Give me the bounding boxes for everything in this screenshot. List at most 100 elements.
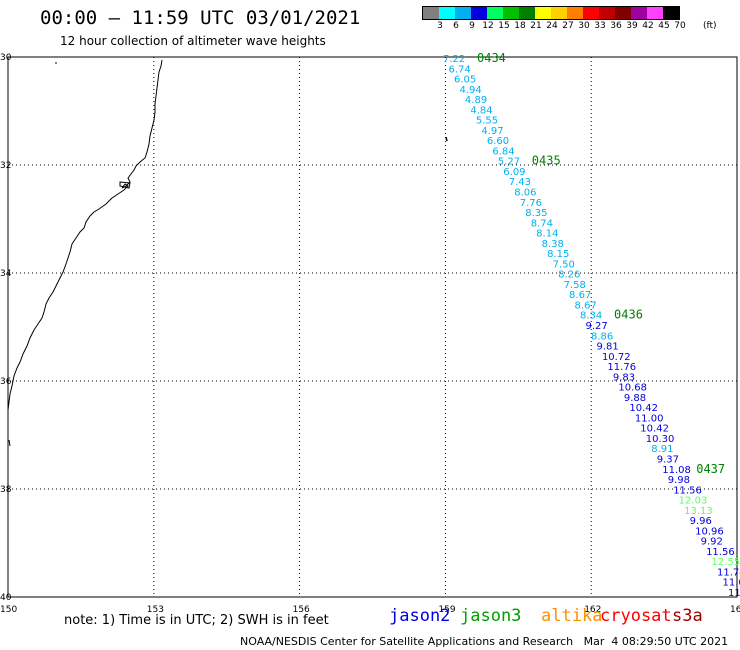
legend-unit: (ft) [703, 21, 717, 31]
wave-height-value: 4.94 [459, 85, 481, 96]
wave-height-value: 5.55 [476, 116, 498, 127]
latitude-label: 38 [0, 485, 12, 495]
island-dot-3 [8, 439, 11, 447]
latitude-label: 40 [0, 593, 12, 603]
longitude-label: 162 [584, 605, 601, 615]
wave-height-value: 10.30 [646, 434, 675, 445]
track-time-label: 0436 [614, 308, 643, 322]
wave-height-value: 9.37 [657, 455, 679, 466]
legend-swatch [439, 7, 455, 19]
wave-height-value: 11 [728, 588, 740, 599]
wave-height-value: 11.56 [673, 485, 702, 496]
legend-label: 9 [469, 21, 475, 31]
wave-height-value: 4.89 [465, 95, 487, 106]
legend-label: 15 [498, 21, 510, 31]
wave-height-value: 7.43 [509, 177, 531, 188]
legend-swatch [519, 7, 535, 19]
wave-height-value: 8.26 [558, 270, 580, 281]
wave-height-value: 9.98 [668, 475, 690, 486]
legend-swatch [647, 7, 663, 19]
legend-swatch [503, 7, 519, 19]
legend-swatch [583, 7, 599, 19]
wave-height-value: 4.97 [481, 126, 503, 137]
legend-swatch [455, 7, 471, 19]
latitude-label: 32 [0, 161, 11, 171]
note-text: note: 1) Time is in UTC; 2) SWH is in fe… [64, 613, 329, 628]
legend-label: 30 [578, 21, 590, 31]
track-time-label: 0437 [696, 462, 725, 476]
legend-label: 45 [658, 21, 670, 31]
wave-height-value: 8.86 [591, 331, 613, 342]
latitude-labels: 30 32 34 36 38 40 [0, 53, 12, 603]
wave-height-value: 10.96 [695, 526, 724, 537]
legend-label: 36 [610, 21, 622, 31]
mission-altika: altika [541, 606, 603, 626]
wave-height-value: 6.60 [487, 136, 509, 147]
wave-height-legend: 3 6 9 12 15 18 21 24 27 30 33 36 39 42 45 70 [422, 6, 686, 32]
footer-credit: NOAA/NESDIS Center for Satellite Applica… [240, 635, 729, 648]
wave-height-value: 8.34 [580, 311, 602, 322]
wave-height-value: 12.03 [679, 496, 708, 507]
longitude-label: 156 [293, 605, 310, 615]
legend-swatch [471, 7, 487, 19]
legend-label: 3 [437, 21, 443, 31]
wave-height-value: 8.15 [547, 249, 569, 260]
legend-swatch [599, 7, 615, 19]
legend-swatch [535, 7, 551, 19]
wave-height-value: 11.08 [662, 465, 691, 476]
legend-swatch [631, 7, 647, 19]
wave-height-value: 4.84 [470, 105, 492, 116]
wave-height-value: 8.67 [569, 290, 591, 301]
wave-height-value: 6.74 [448, 64, 470, 75]
legend-swatch [423, 7, 439, 19]
wave-height-value: 8.35 [525, 208, 547, 219]
island-dot [445, 136, 448, 142]
wave-height-value: 9.92 [701, 537, 723, 548]
legend-swatches [422, 6, 680, 20]
wave-height-value: 10.42 [640, 424, 669, 435]
legend-swatch [567, 7, 583, 19]
wave-height-value: 8.74 [531, 218, 553, 229]
wave-height-value: 8.67 [575, 300, 597, 311]
latitude-label: 30 [0, 53, 12, 63]
wave-height-value: 11.0 [723, 578, 740, 589]
wave-height-value: 10.72 [602, 352, 631, 363]
mission-cryosat: cryosat [600, 606, 672, 626]
wave-height-value: 8.91 [651, 444, 673, 455]
track-time-label: 0435 [532, 154, 561, 168]
wave-height-value: 6.05 [454, 75, 476, 86]
wave-height-value: 11.74 [717, 567, 740, 578]
longitude-label: 150 [0, 605, 17, 615]
wave-height-value: 6.84 [492, 146, 514, 157]
wave-height-value: 9.96 [690, 516, 712, 527]
wave-height-value: 9.27 [586, 321, 608, 332]
legend-label: 27 [562, 21, 574, 31]
legend-label: 21 [530, 21, 542, 31]
legend-label: 42 [642, 21, 654, 31]
wave-height-value: 7.76 [520, 198, 542, 209]
wave-height-value: 5.27 [498, 157, 520, 168]
map-frame [7, 56, 738, 598]
track-time-label: 0434 [477, 51, 506, 65]
wave-height-value: 11.00 [635, 413, 664, 424]
legend-swatch [551, 7, 567, 19]
longitude-label: 165 [730, 605, 740, 615]
longitude-labels: 150 153 156 159 162 165 [0, 605, 740, 615]
wave-height-value: 7.58 [564, 280, 586, 291]
wave-height-value: 8.06 [514, 188, 536, 199]
wave-height-value: 11.76 [607, 362, 636, 373]
wave-height-value: 10.68 [618, 383, 647, 394]
wave-height-value: 7.50 [553, 259, 575, 270]
wave-height-value: 6.09 [503, 167, 525, 178]
legend-swatch [663, 7, 679, 19]
wave-height-value: 9.88 [624, 393, 646, 404]
satellite-track: 7.226.746.054.944.894.845.554.976.606.84… [443, 54, 740, 599]
legend-labels: 3 6 9 12 15 18 21 24 27 30 33 36 39 42 45 70 [422, 20, 686, 32]
wave-height-value: 8.38 [542, 239, 564, 250]
mission-s3a: s3a [672, 606, 703, 626]
mission-jason2: jason2 [389, 606, 451, 626]
wave-height-value: 13.13 [684, 506, 713, 517]
longitude-label: 159 [438, 605, 455, 615]
legend-label: 33 [594, 21, 606, 31]
